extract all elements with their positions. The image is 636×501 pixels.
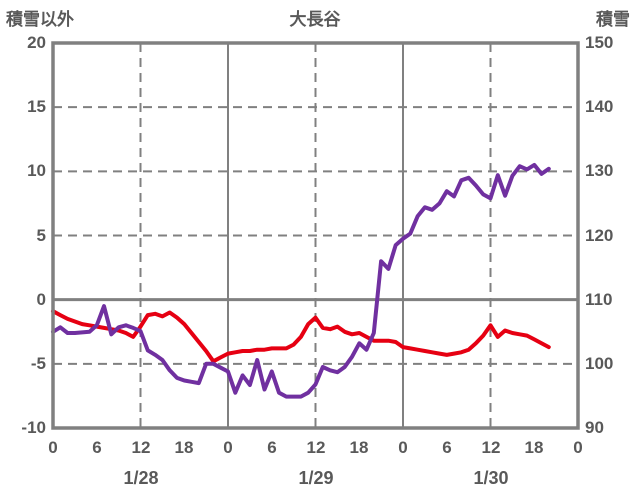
plot-border <box>51 41 580 430</box>
x-axis-hour-label: 18 <box>349 438 369 457</box>
right-axis-tick-label: 150 <box>585 33 614 52</box>
right-axis-tick-label: 140 <box>585 97 614 116</box>
x-axis-hour-label: 6 <box>267 438 277 457</box>
left-axis-tick-label: 20 <box>27 33 46 52</box>
right-axis-tick-label: 120 <box>585 226 614 245</box>
x-axis-hour-label: 12 <box>131 438 151 457</box>
left-axis-title: 積雪以外 <box>6 10 74 29</box>
left-axis-tick-label: 0 <box>36 290 46 309</box>
purple-series <box>51 162 551 399</box>
x-axis-date-label: 1/30 <box>473 468 509 488</box>
left-axis-tick-label: 15 <box>27 97 46 116</box>
x-axis-hour-label: 0 <box>398 438 408 457</box>
x-axis-hour-label: 0 <box>223 438 233 457</box>
right-axis-tick-label: 90 <box>585 418 604 437</box>
x-axis-hour-label: 0 <box>48 438 58 457</box>
x-axis-hour-label: 18 <box>524 438 544 457</box>
left-axis-tick-label: 5 <box>36 226 46 245</box>
left-axis-tick-label: -5 <box>30 354 46 373</box>
x-axis-date-label: 1/28 <box>123 468 159 488</box>
left-axis-tick-label: -10 <box>21 418 46 437</box>
right-axis-title: 積雪 <box>596 10 630 29</box>
x-axis-date-label: 1/29 <box>298 468 334 488</box>
x-axis-hour-label: 12 <box>306 438 326 457</box>
right-axis-tick-label: 130 <box>585 161 614 180</box>
left-axis-tick-label: 10 <box>27 161 46 180</box>
x-axis-hour-label: 6 <box>92 438 102 457</box>
chart-title: 大長谷 <box>289 10 341 29</box>
x-axis-hour-label: 0 <box>573 438 583 457</box>
x-axis-hour-label: 6 <box>442 438 452 457</box>
x-axis-hour-label: 18 <box>174 438 194 457</box>
right-axis-tick-label: 100 <box>585 354 614 373</box>
right-axis-tick-label: 110 <box>585 290 613 309</box>
red-series <box>51 309 551 364</box>
x-axis-hour-label: 12 <box>481 438 501 457</box>
